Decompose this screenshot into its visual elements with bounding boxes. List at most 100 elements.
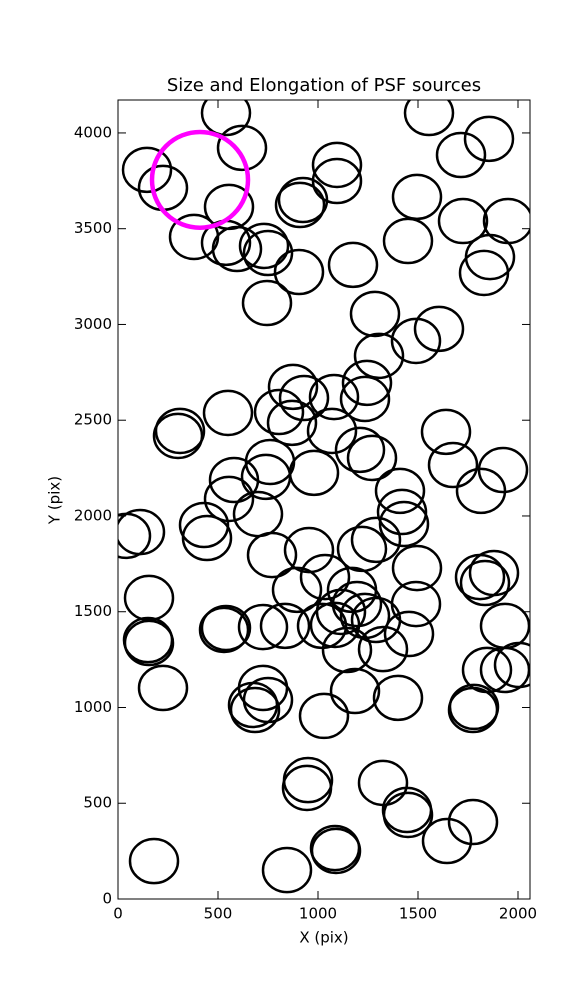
psf-ellipse [339, 375, 391, 423]
x-axis-label: X (pix) [299, 929, 348, 947]
psf-ellipse [479, 646, 530, 694]
y-tick-label: 3500 [74, 219, 112, 237]
psf-ellipse [455, 467, 507, 515]
psf-ellipse [391, 173, 443, 221]
psf-ellipse [391, 544, 443, 592]
plot-area [118, 100, 530, 894]
psf-ellipse [341, 359, 393, 407]
y-tick-label: 1500 [74, 602, 112, 620]
y-tick-label: 1000 [74, 698, 112, 716]
psf-ellipse [238, 222, 290, 270]
y-tick-label: 0 [102, 890, 112, 908]
psf-ellipse [118, 512, 152, 560]
psf-ellipse [420, 408, 472, 456]
psf-ellipse [437, 197, 489, 245]
y-axis-label: Y (pix) [46, 476, 64, 525]
psf-ellipse [121, 146, 173, 194]
psf-ellipse [149, 129, 251, 230]
psf-ellipse [137, 664, 189, 712]
psf-ellipse [421, 817, 473, 865]
psf-ellipse [447, 798, 499, 846]
psf-ellipse [281, 764, 333, 812]
psf-ellipse [376, 488, 428, 536]
psf-ellipse [350, 516, 402, 564]
psf-ellipse [154, 407, 206, 455]
psf-ellipse [372, 674, 424, 722]
psf-ellipse [241, 279, 293, 327]
psf-ellipse [458, 249, 510, 297]
psf-ellipse [242, 229, 294, 277]
psf-ellipse [261, 846, 313, 894]
psf-ellipse [403, 100, 455, 137]
psf-ellipse [178, 501, 230, 549]
psf-ellipse [390, 317, 442, 365]
psf-ellipse [329, 667, 381, 715]
psf-ellipse [413, 305, 465, 353]
chart-title: Size and Elongation of PSF sources [167, 75, 481, 96]
psf-ellipse [339, 592, 391, 640]
y-tick-label: 3000 [74, 315, 112, 333]
x-tick-label: 0 [113, 905, 123, 923]
psf-ellipse [240, 453, 292, 501]
psf-ellipse [468, 549, 520, 597]
psf-ellipse [334, 426, 386, 474]
psf-ellipse [459, 559, 511, 607]
psf-ellipse [357, 625, 409, 673]
psf-ellipse [309, 601, 361, 649]
psf-ellipse [123, 619, 175, 667]
psf-ellipse [353, 332, 405, 380]
x-tick-label: 500 [204, 905, 233, 923]
psf-ellipse [374, 467, 426, 515]
psf-ellipse [310, 827, 362, 875]
psf-ellipse [267, 363, 319, 411]
psf-ellipse [266, 399, 318, 447]
psf-ellipse [229, 686, 281, 734]
psf-ellipse [152, 412, 204, 460]
x-tick-label: 1000 [299, 905, 337, 923]
psf-ellipse [202, 389, 254, 437]
psf-ellipse [463, 115, 515, 163]
psf-ellipse [382, 217, 434, 265]
psf-ellipse [427, 441, 479, 489]
psf-ellipse [321, 626, 373, 674]
psf-ellipse [383, 610, 435, 658]
psf-ellipse [211, 225, 263, 273]
psf-ellipse [298, 692, 350, 740]
psf-ellipse [198, 606, 250, 654]
x-tick-label: 1500 [399, 905, 437, 923]
psf-ellipse [273, 248, 325, 296]
psf-ellipse [308, 373, 360, 421]
psf-ellipse [350, 596, 402, 644]
psf-ellipse [274, 181, 326, 229]
psf-ellipse [237, 603, 289, 651]
psf-ellipse [278, 374, 330, 422]
psf-ellipse [200, 100, 252, 137]
psf-ellipse [299, 553, 351, 601]
psf-ellipse [271, 566, 323, 614]
psf-ellipse [128, 837, 180, 885]
psf-ellipse [227, 681, 279, 729]
psf-ellipse [253, 388, 305, 436]
psf-ellipse [203, 475, 255, 523]
psf-ellipse [382, 791, 434, 839]
psf-ellipse [311, 157, 363, 205]
plot-frame [117, 99, 531, 900]
psf-ellipse [327, 241, 379, 289]
psf-ellipse [200, 604, 252, 652]
y-tick-label: 2500 [74, 411, 112, 429]
psf-ellipse [246, 531, 298, 579]
y-tick-label: 500 [83, 794, 112, 812]
psf-ellipse [259, 602, 311, 650]
psf-ellipse [378, 500, 430, 548]
psf-ellipse [311, 141, 363, 189]
psf-ellipse [216, 124, 268, 172]
x-tick-label: 2000 [499, 905, 537, 923]
psf-ellipse [346, 434, 398, 482]
psf-ellipse [435, 131, 487, 179]
psf-ellipse [306, 407, 358, 455]
psf-ellipse [349, 290, 401, 338]
y-tick-label: 4000 [74, 123, 112, 141]
